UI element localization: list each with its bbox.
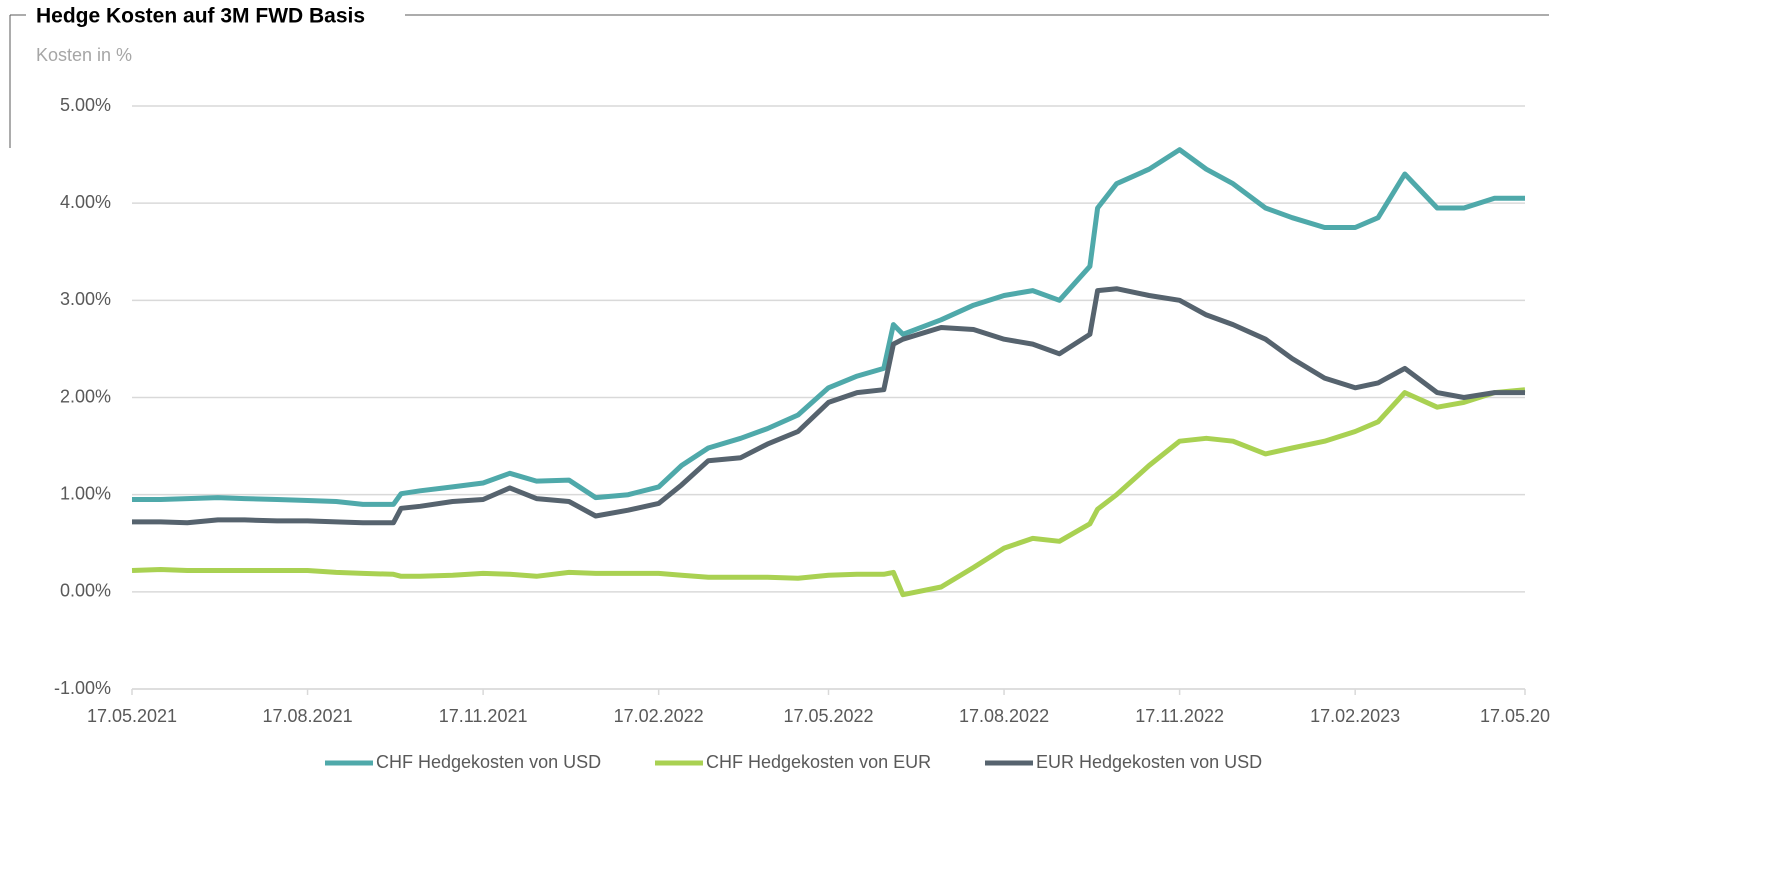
x-tick-label: 17.11.2022 [1135,706,1224,726]
y-tick-label: 4.00% [60,192,111,212]
x-tick-label: 17.02.2023 [1310,706,1400,726]
legend-label: EUR Hedgekosten von USD [1036,752,1262,772]
x-tick-label: 17.05.2022 [783,706,873,726]
y-tick-label: -1.00% [54,678,111,698]
x-tick-label: 17.08.2022 [959,706,1049,726]
x-tick-label: 17.05.20 [1480,706,1550,726]
x-tick-label: 17.11.2021 [439,706,528,726]
x-tick-label: 17.02.2022 [614,706,704,726]
y-tick-label: 0.00% [60,581,111,601]
series-line [132,147,1525,507]
y-tick-label: 1.00% [60,483,111,503]
legend-label: CHF Hedgekosten von USD [376,752,601,772]
chart-title: Hedge Kosten auf 3M FWD Basis [36,5,365,28]
series-line [132,286,1525,526]
y-tick-label: 3.00% [60,289,111,309]
y-tick-label: 5.00% [60,95,111,115]
x-tick-label: 17.05.2021 [87,706,177,726]
legend-label: CHF Hedgekosten von EUR [706,752,931,772]
chart-subtitle: Kosten in % [36,45,132,65]
x-tick-label: 17.08.2021 [263,706,353,726]
y-tick-label: 2.00% [60,386,111,406]
series-line [131,387,1526,598]
